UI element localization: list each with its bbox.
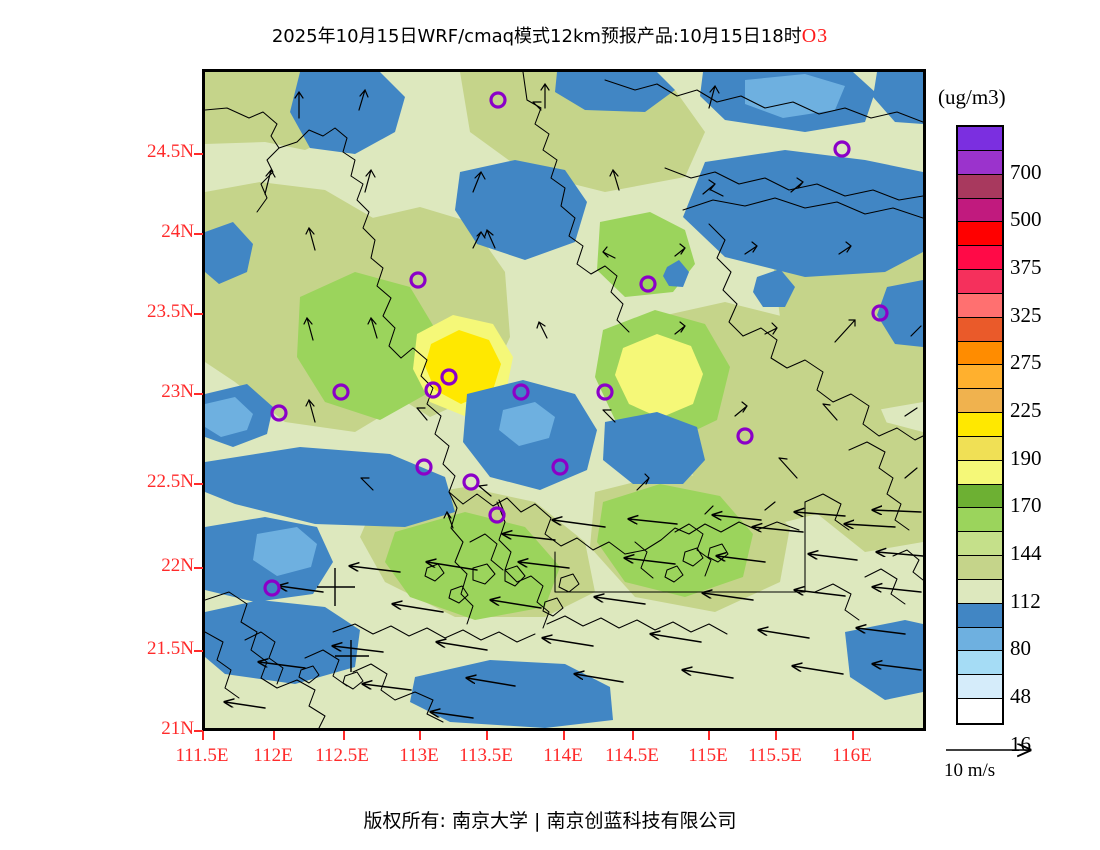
colorbar-label-375: 375 [1010,255,1042,280]
x-tick-0 [202,731,204,740]
y-axis-label-7: 21N [161,718,194,739]
y-tick-5 [194,567,203,569]
colorbar-label-190: 190 [1010,445,1042,470]
colorbar-label-170: 170 [1010,493,1042,518]
x-axis-label-1: 112E [253,745,293,766]
colorbar-band-3 [958,198,1002,223]
title-main-text: 2025年10月15日WRF/cmaq模式12km预报产品:10月15日18时 [271,26,802,47]
x-axis-label-2: 112.5E [315,745,369,766]
y-axis-label-6: 21.5N [147,638,194,659]
y-tick-0 [194,153,203,155]
colorbar-bands [956,125,1004,725]
y-axis-label-2: 23.5N [147,301,194,322]
y-axis-label-0: 24.5N [147,141,194,162]
colorbar-label-500: 500 [1010,207,1042,232]
map-canvas [205,72,923,728]
y-tick-7 [194,730,203,732]
colorbar-label-700: 700 [1010,159,1042,184]
x-axis-label-4: 113.5E [459,745,513,766]
colorbar-label-325: 325 [1010,302,1042,327]
colorbar-band-8 [958,317,1002,342]
x-axis-label-0: 111.5E [175,745,229,766]
y-tick-2 [194,313,203,315]
x-tick-1 [273,731,275,740]
colorbar-band-22 [958,651,1002,676]
colorbar-label-144: 144 [1010,541,1042,566]
colorbar-band-14 [958,460,1002,485]
colorbar-band-23 [958,675,1002,700]
y-axis-label-3: 23N [161,381,194,402]
map-plot-frame[interactable] [202,69,926,731]
x-tick-6 [632,731,634,740]
colorbar-band-17 [958,532,1002,557]
colorbar-label-48: 48 [1010,684,1031,709]
title-species-label: O3 [801,25,829,47]
colorbar-band-5 [958,246,1002,271]
x-tick-8 [775,731,777,740]
y-tick-6 [194,650,203,652]
x-tick-9 [852,731,854,740]
wind-scale-label: 10 m/s [944,760,996,781]
colorbar-band-9 [958,341,1002,366]
colorbar-band-7 [958,293,1002,318]
x-axis-label-5: 114E [543,745,583,766]
y-axis-label-1: 24N [161,221,194,242]
colorbar-label-275: 275 [1010,350,1042,375]
colorbar-band-16 [958,508,1002,533]
colorbar-band-0 [958,127,1002,151]
colorbar-band-21 [958,627,1002,652]
colorbar[interactable] [956,125,1004,725]
colorbar-unit-label: (ug/m3) [938,85,1006,109]
copyright-footer: 版权所有: 南京大学 | 南京创蓝科技有限公司 [363,810,737,832]
y-tick-3 [194,393,203,395]
colorbar-band-4 [958,222,1002,247]
colorbar-label-225: 225 [1010,398,1042,423]
colorbar-band-6 [958,270,1002,294]
colorbar-band-15 [958,484,1002,509]
colorbar-label-112: 112 [1010,588,1041,613]
colorbar-band-24 [958,699,1002,723]
x-axis-label-8: 115.5E [748,745,802,766]
colorbar-band-12 [958,413,1002,437]
x-tick-4 [486,731,488,740]
colorbar-band-10 [958,365,1002,390]
y-tick-4 [194,483,203,485]
colorbar-band-11 [958,389,1002,414]
y-tick-1 [194,233,203,235]
wind-arrow-icon [946,742,1040,758]
x-axis-label-9: 116E [832,745,872,766]
colorbar-band-20 [958,603,1002,628]
colorbar-band-1 [958,150,1002,175]
colorbar-label-16: 16 [1010,731,1031,756]
colorbar-band-19 [958,579,1002,604]
colorbar-band-13 [958,436,1002,461]
y-axis-label-4: 22.5N [147,471,194,492]
x-tick-7 [708,731,710,740]
x-axis-label-6: 114.5E [605,745,659,766]
y-axis-label-5: 22N [161,555,194,576]
colorbar-band-18 [958,556,1002,580]
wind-scale-key: 10 m/s [944,742,1094,781]
x-tick-3 [419,731,421,740]
colorbar-label-80: 80 [1010,636,1031,661]
x-tick-5 [563,731,565,740]
page-title: 2025年10月15日WRF/cmaq模式12km预报产品:10月15日18时O… [0,22,1100,48]
x-tick-2 [343,731,345,740]
colorbar-band-2 [958,174,1002,199]
x-axis-label-7: 115E [688,745,728,766]
x-axis-label-3: 113E [399,745,439,766]
